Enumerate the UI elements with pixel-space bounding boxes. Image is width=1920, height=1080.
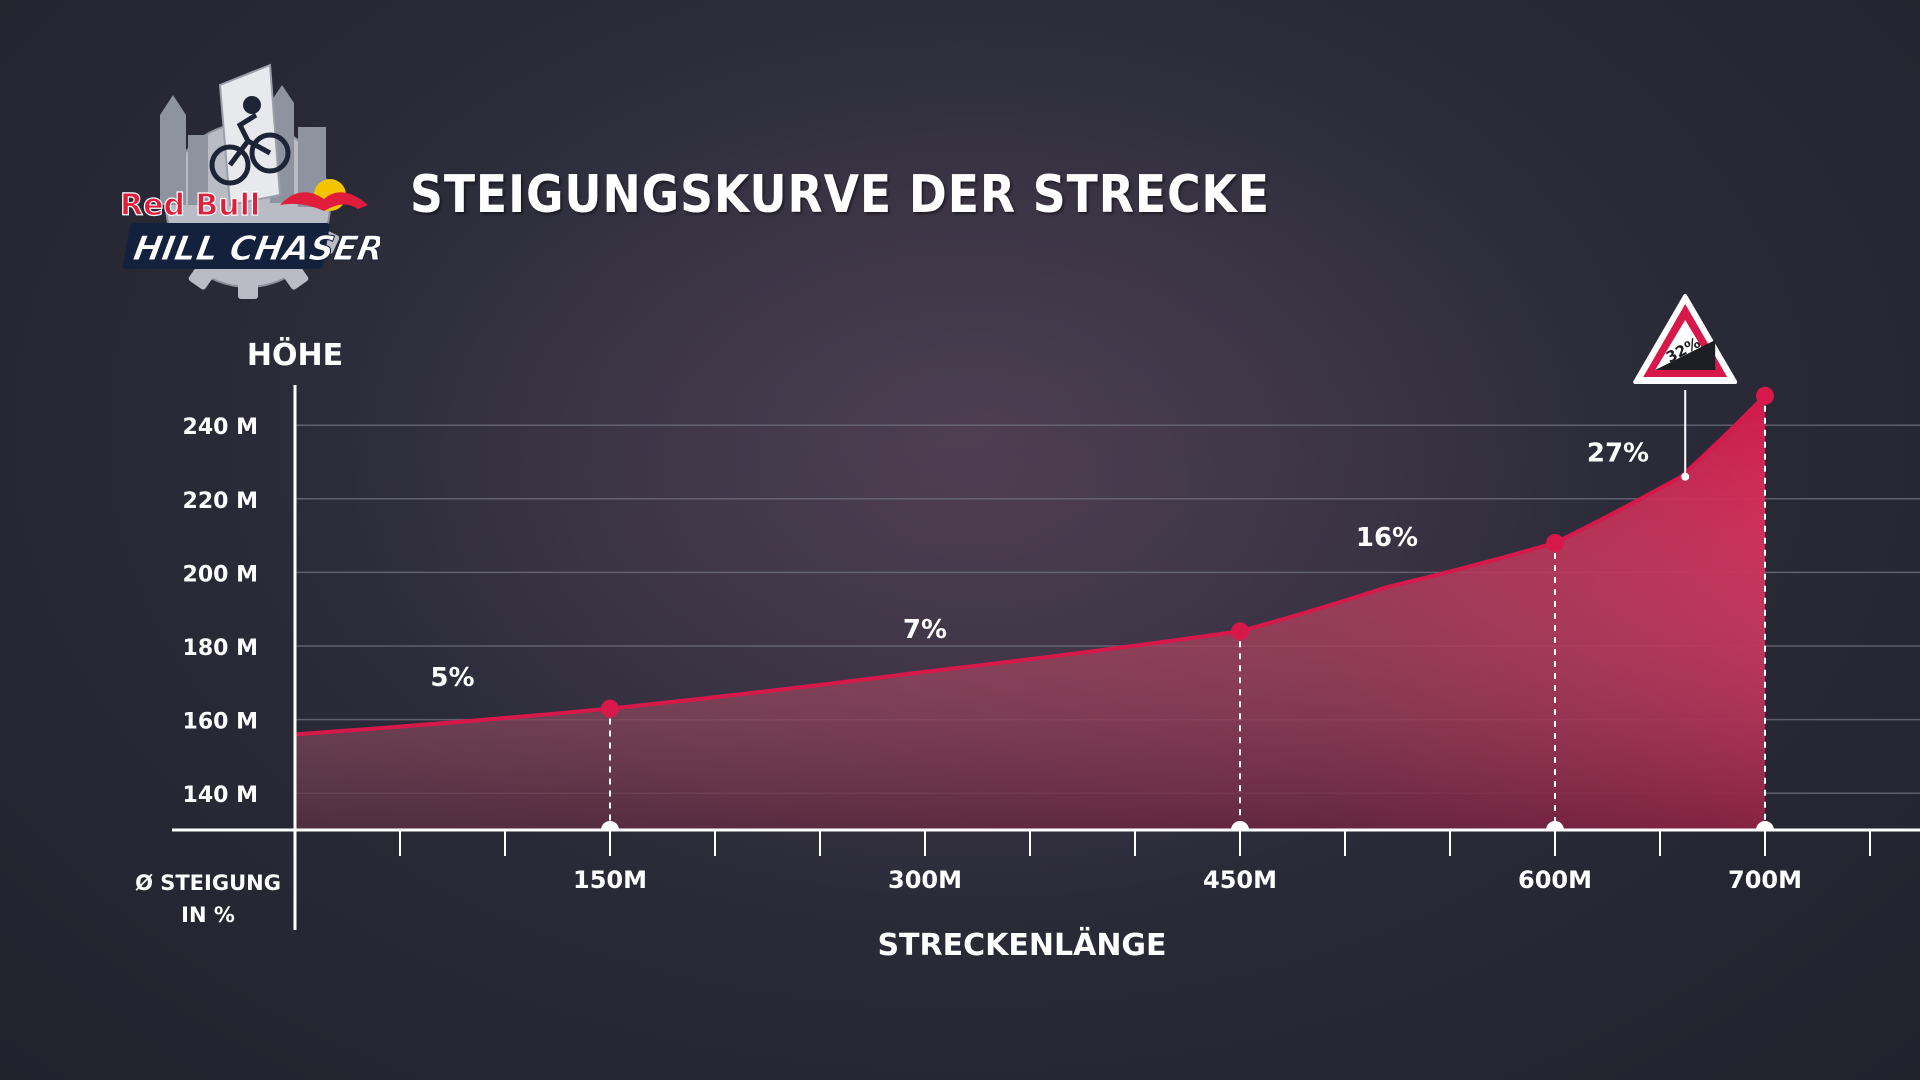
area-fill	[294, 394, 1767, 830]
x-tick-label: 600M	[1518, 866, 1592, 894]
data-point	[1546, 533, 1564, 552]
y-tick-label: 180 M	[183, 636, 258, 661]
y-tick-label: 240 M	[183, 415, 258, 440]
row-label: Ø STEIGUNG	[135, 871, 281, 895]
y-tick-label: 200 M	[183, 562, 258, 587]
page-title: STEIGUNGSKURVE DER STRECKE	[410, 165, 1270, 225]
axis-marker	[1756, 821, 1774, 830]
area-shade	[295, 395, 1765, 830]
chart-labels: 140 M 160 M 180 M 200 M 220 M 240 M 150M 300M 45…	[135, 336, 1802, 963]
x-tick-label: 700M	[1728, 866, 1802, 894]
x-tick-label: 450M	[1203, 866, 1277, 894]
red-bull-hill-chasers-logo: Red Bull HILL CHASERS	[120, 63, 380, 299]
segment-grade-label: 16%	[1356, 523, 1418, 553]
axes	[172, 385, 1920, 930]
svg-text:Red Bull: Red Bull	[120, 188, 260, 223]
axis-marker	[1546, 821, 1564, 830]
data-point	[1231, 622, 1249, 641]
row-label: IN %	[181, 903, 235, 927]
sign-anchor-dot	[1681, 472, 1690, 481]
y-axis-title: HÖHE	[247, 336, 343, 373]
svg-text:HILL CHASERS: HILL CHASERS	[130, 229, 380, 269]
x-tick-label: 150M	[573, 866, 647, 894]
sign-slope	[1655, 340, 1716, 370]
segment-grade-label: 27%	[1587, 438, 1649, 468]
axis-marker	[601, 821, 619, 830]
segment-grade-label: 5%	[430, 663, 474, 693]
y-tick-label: 160 M	[183, 710, 258, 735]
data-point	[601, 699, 619, 718]
data-point	[1756, 386, 1774, 405]
x-axis-title: STRECKENLÄNGE	[877, 927, 1166, 963]
y-tick-label: 140 M	[183, 783, 258, 808]
axis-marker	[1231, 821, 1249, 830]
x-tick-label: 300M	[888, 866, 962, 894]
segment-grade-label: 7%	[903, 615, 947, 645]
y-tick-label: 220 M	[183, 489, 258, 514]
data-marks	[601, 386, 1774, 830]
warning-sign: 32%	[1633, 294, 1738, 481]
